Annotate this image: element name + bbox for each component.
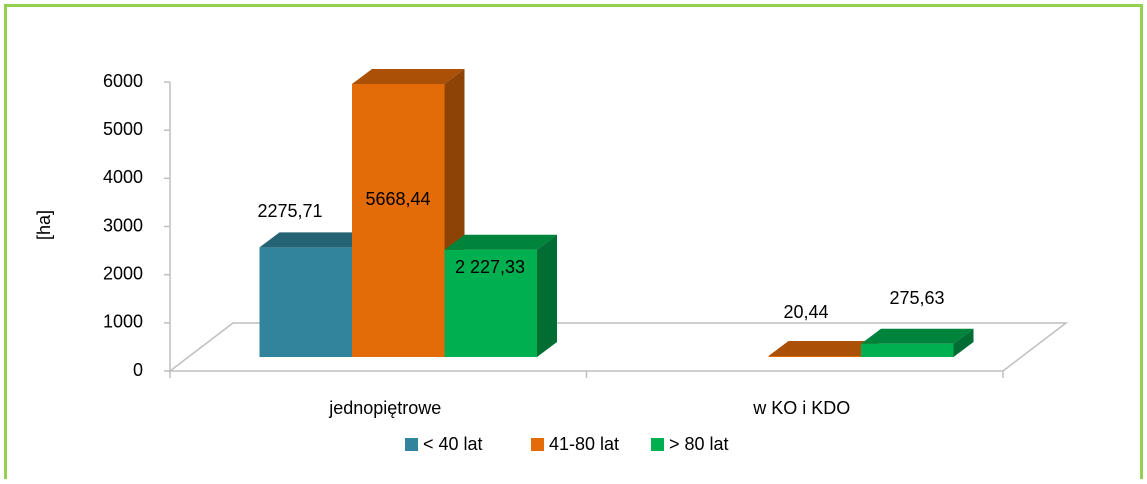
legend-label: > 80 lat: [669, 434, 729, 454]
value-label: 5668,44: [365, 189, 430, 209]
legend-swatch: [405, 438, 418, 451]
bar-face: [444, 249, 537, 357]
bar-face: [537, 234, 557, 357]
bar-face: [768, 356, 861, 357]
bar-face: [861, 343, 954, 357]
bar-face: [861, 328, 974, 344]
y-tick-label: 0: [133, 360, 143, 380]
y-axis-label: [ha]: [34, 210, 54, 240]
bar-face: [352, 68, 465, 84]
bar: [444, 234, 557, 357]
value-label: 2 227,33: [455, 257, 525, 277]
bar-face: [444, 234, 557, 250]
y-tick-label: 4000: [103, 167, 143, 187]
y-tick-label: 5000: [103, 119, 143, 139]
bar-face: [953, 328, 974, 357]
value-label: 275,63: [889, 288, 944, 308]
legend-swatch: [531, 438, 544, 451]
x-tick-label: jednopiętrowe: [328, 398, 441, 418]
bar-face: [768, 341, 881, 357]
y-tick-label: 3000: [103, 215, 143, 235]
legend-label: < 40 lat: [423, 434, 483, 454]
bar: [861, 328, 974, 357]
value-label: 20,44: [783, 302, 828, 322]
legend-swatch: [651, 438, 664, 451]
y-tick-label: 2000: [103, 263, 143, 283]
value-label: 2275,71: [257, 201, 322, 221]
bar-face: [352, 83, 445, 357]
bar-face: [259, 247, 352, 357]
legend-label: 41-80 lat: [549, 434, 619, 454]
x-tick-label: w KO i KDO: [752, 398, 850, 418]
y-tick-label: 6000: [103, 71, 143, 91]
frame: [4, 4, 1143, 479]
bar-face: [259, 232, 372, 248]
y-tick-label: 1000: [103, 312, 143, 332]
